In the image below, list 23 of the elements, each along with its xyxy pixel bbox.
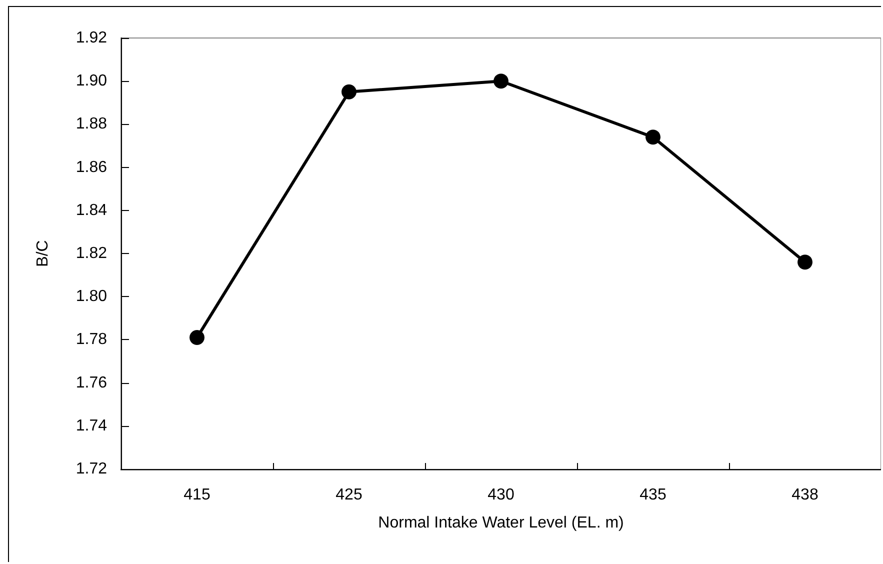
x-axis-title: Normal Intake Water Level (EL. m) (378, 514, 624, 532)
y-tick-label: 1.82 (76, 245, 108, 262)
point (190, 330, 204, 346)
y-tick-label: 1.80 (76, 288, 108, 306)
x-tick-label: 425 (336, 486, 362, 504)
point (798, 254, 812, 270)
y-tick-label: 1.72 (76, 460, 108, 478)
y-tick-label: 1.84 (76, 202, 108, 219)
y-tick-label: 1.88 (76, 116, 108, 133)
y-tick-label: 1.78 (76, 331, 108, 348)
x-tick-label: 438 (792, 486, 818, 504)
x-tick-label: 415 (184, 486, 210, 504)
x-tick-label: 430 (488, 486, 514, 504)
y-tick-label: 1.86 (76, 158, 108, 176)
y-tick-label: 1.76 (76, 374, 108, 392)
y-tick-label: 1.74 (76, 417, 108, 434)
x-tick-label: 435 (640, 486, 666, 504)
y-tick-label: 1.90 (76, 72, 108, 90)
point (494, 74, 508, 89)
y-axis-title: B/C (34, 240, 52, 267)
point (342, 84, 356, 100)
y-tick-label: 1.92 (76, 30, 108, 46)
point (646, 130, 660, 145)
